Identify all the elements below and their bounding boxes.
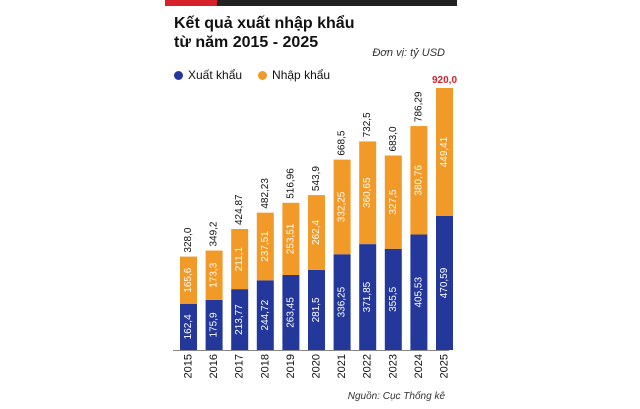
category-label-2015: 2015	[183, 354, 195, 378]
total-label-2025: 920,0	[432, 75, 457, 86]
total-label-2024: 786,29	[413, 91, 424, 122]
chart-title-line-1: Kết quả xuất nhập khẩu	[174, 15, 355, 32]
bar-export-2023	[384, 248, 402, 350]
bar-import-2023	[384, 155, 402, 249]
chart-title-line-2: từ năm 2015 - 2025	[174, 34, 319, 51]
bar-label-import-2025: 449,41	[439, 136, 450, 167]
legend-item-export: Xuất khẩu	[174, 68, 242, 82]
bar-export-2020	[308, 269, 325, 350]
category-label-2018: 2018	[259, 354, 271, 378]
bar-import-2019	[282, 202, 300, 275]
bar-export-2018	[256, 280, 274, 350]
bar-import-2016	[205, 250, 223, 300]
bar-chart: 162,4 165,6 328,0 2015 175,9 173,3 349,2 2016 21…	[173, 75, 457, 378]
bar-label-import-2024: 380,76	[413, 165, 424, 196]
bar-export-2017	[231, 289, 249, 350]
legend-swatch-import	[258, 70, 268, 80]
bar-import-2022	[359, 141, 377, 245]
bar-label-import-2020: 262,4	[311, 220, 322, 245]
bar-export-2025	[436, 215, 453, 350]
bar-label-export-2022: 371,85	[362, 281, 373, 312]
legend-label-export: Xuất khẩu	[188, 68, 243, 82]
bar-label-import-2015: 165,6	[183, 267, 194, 292]
bar-export-2021	[333, 254, 351, 350]
category-label-2020: 2020	[311, 354, 323, 378]
bar-label-export-2020: 281,5	[311, 297, 322, 322]
bar-label-export-2018: 244,72	[260, 299, 271, 330]
bar-label-import-2018: 237,51	[260, 231, 271, 262]
total-label-2019: 516,96	[285, 168, 296, 199]
total-label-2023: 683,0	[388, 126, 399, 151]
bar-import-2018	[256, 212, 274, 281]
bar-label-import-2019: 253,51	[285, 223, 296, 254]
bar-import-2024	[410, 126, 428, 235]
bar-import-2025	[436, 88, 453, 216]
bar-label-export-2019: 263,45	[285, 297, 296, 328]
top-accent-red	[165, 0, 217, 6]
category-label-2016: 2016	[208, 354, 220, 378]
total-label-2016: 349,2	[209, 221, 220, 246]
bar-import-2017	[231, 229, 249, 290]
legend-label-import: Nhập khẩu	[272, 68, 331, 82]
legend-swatch-export	[174, 70, 183, 80]
total-label-2021: 668,5	[337, 130, 348, 155]
infographic-panel: Kết quả xuất nhập khẩu từ năm 2015 - 202…	[165, 0, 457, 409]
unit-label: Đơn vị: tỷ USD	[372, 47, 445, 59]
category-label-2024: 2024	[413, 354, 425, 378]
total-label-2018: 482,23	[260, 178, 271, 209]
bar-import-2020	[308, 195, 325, 270]
bar-label-export-2015: 162,4	[183, 314, 194, 339]
total-label-2017: 424,87	[234, 194, 245, 225]
category-label-2019: 2019	[285, 354, 297, 378]
category-label-2023: 2023	[387, 354, 399, 378]
bar-label-export-2023: 355,5	[388, 286, 399, 311]
total-label-2020: 543,9	[311, 166, 322, 191]
category-label-2022: 2022	[362, 354, 374, 378]
bar-label-export-2017: 213,77	[234, 304, 245, 335]
bar-label-import-2021: 332,25	[337, 191, 348, 222]
source-note: Nguồn: Cục Thống kê	[347, 391, 445, 402]
bar-export-2022	[359, 244, 377, 350]
total-label-2015: 328,0	[183, 227, 194, 252]
bar-import-2021	[333, 159, 351, 255]
category-label-2025: 2025	[439, 354, 451, 378]
bar-label-import-2023: 327,5	[388, 189, 399, 214]
legend-item-import: Nhập khẩu	[258, 68, 330, 82]
legend: Xuất khẩu Nhập khẩu	[174, 68, 346, 82]
bar-label-export-2016: 175,9	[209, 312, 220, 337]
bar-label-import-2016: 173,3	[209, 262, 220, 287]
bar-import-2015	[180, 256, 197, 304]
bar-export-2016	[205, 299, 223, 350]
top-accent-bar	[165, 0, 457, 6]
chart-title: Kết quả xuất nhập khẩu từ năm 2015 - 202…	[174, 14, 354, 52]
bar-label-import-2017: 211,1	[234, 246, 245, 271]
bar-export-2019	[282, 274, 300, 350]
category-label-2021: 2021	[336, 354, 348, 378]
bar-label-export-2025: 470,59	[439, 267, 450, 298]
total-label-2022: 732,5	[362, 112, 373, 137]
bar-label-import-2022: 360,65	[362, 177, 373, 208]
bar-label-export-2024: 405,53	[413, 277, 424, 308]
bar-export-2024	[410, 234, 428, 350]
bar-export-2015	[180, 303, 197, 350]
category-label-2017: 2017	[234, 354, 246, 378]
bar-label-export-2021: 336,25	[337, 286, 348, 317]
